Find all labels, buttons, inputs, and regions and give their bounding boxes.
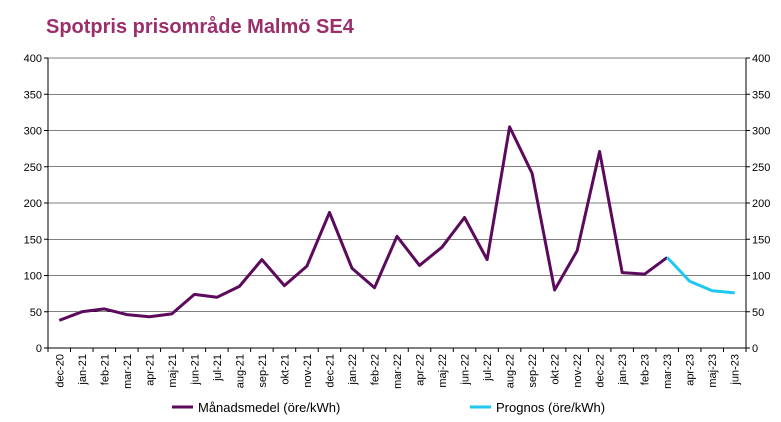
y-axis-left: 0 50 100 150 200 250 300 350 400 <box>24 53 49 355</box>
x-tick-label: dec-20 <box>54 354 66 388</box>
legend-label-manadsmedel: Månadsmedel (öre/kWh) <box>198 400 340 415</box>
y-tick-label-right: 300 <box>752 126 770 138</box>
x-tick-label: okt-21 <box>279 354 291 385</box>
legend: Månadsmedel (öre/kWh) Prognos (öre/kWh) <box>172 400 605 415</box>
x-tick-label: maj-22 <box>437 354 449 388</box>
x-tick-label: jan-22 <box>347 354 359 386</box>
x-tick-label: jul-22 <box>482 354 494 382</box>
y-tick-label-right: 250 <box>752 162 770 174</box>
gridlines <box>48 57 746 349</box>
x-tick-label: jun-21 <box>189 354 201 386</box>
x-tick-label: aug-22 <box>505 354 517 388</box>
y-tick-label-left: 250 <box>24 162 42 174</box>
x-tick-label: maj-21 <box>167 354 179 388</box>
y-tick-label-left: 200 <box>24 198 42 210</box>
y-tick-label-left: 100 <box>24 271 42 283</box>
chart-title: Spotpris prisområde Malmö SE4 <box>46 16 354 38</box>
x-tick-label: sep-21 <box>257 354 269 388</box>
series-line-prognos <box>666 256 735 295</box>
y-tick-label-right: 0 <box>752 343 758 355</box>
x-tick-label: feb-23 <box>640 354 652 385</box>
y-tick-label-right: 200 <box>752 198 770 210</box>
x-axis: dec-20 jan-21 feb-21 mar-21 apr-21 maj-21 jun-… <box>47 348 747 389</box>
x-tick-label: feb-21 <box>99 354 111 385</box>
y-tick-label-left: 300 <box>24 126 42 138</box>
x-tick-label: apr-23 <box>685 354 697 386</box>
x-tick-label: nov-22 <box>572 354 584 388</box>
x-tick-label: mar-21 <box>122 354 134 389</box>
y-tick-label-left: 400 <box>24 53 42 65</box>
y-tick-label-left: 350 <box>24 89 42 101</box>
x-tick-label: aug-21 <box>234 354 246 388</box>
y-tick-label-right: 400 <box>752 53 770 65</box>
x-tick-label: feb-22 <box>369 354 381 385</box>
y-tick-label-right: 150 <box>752 234 770 246</box>
x-tick-label: jun-22 <box>460 354 472 386</box>
y-axis-right: 0 50 100 150 200 250 300 350 400 <box>745 53 770 355</box>
x-tick-label: sep-22 <box>527 354 539 388</box>
series-lines <box>58 125 735 322</box>
y-tick-label-right: 350 <box>752 89 770 101</box>
y-tick-label-right: 100 <box>752 271 770 283</box>
y-tick-label-left: 50 <box>30 307 42 319</box>
x-tick-label: jul-21 <box>212 354 224 382</box>
x-tick-label: okt-22 <box>550 354 562 385</box>
x-tick-label: jan-23 <box>617 354 629 386</box>
x-tick-label: mar-22 <box>392 354 404 389</box>
legend-label-prognos: Prognos (öre/kWh) <box>496 400 605 415</box>
x-tick-label: jan-21 <box>77 354 89 386</box>
series-line-manadsmedel <box>58 125 669 322</box>
x-tick-label: mar-23 <box>662 354 674 389</box>
y-tick-label-left: 150 <box>24 234 42 246</box>
x-tick-label: nov-21 <box>302 354 314 388</box>
x-tick-label: apr-21 <box>144 354 156 386</box>
x-tick-label: apr-22 <box>415 354 427 386</box>
x-tick-label: jun-23 <box>730 354 742 386</box>
x-tick-label: maj-23 <box>707 354 719 388</box>
y-tick-label-left: 0 <box>36 343 42 355</box>
y-tick-label-right: 50 <box>752 307 764 319</box>
x-tick-label: dec-21 <box>324 354 336 388</box>
x-tick-label: dec-22 <box>595 354 607 388</box>
